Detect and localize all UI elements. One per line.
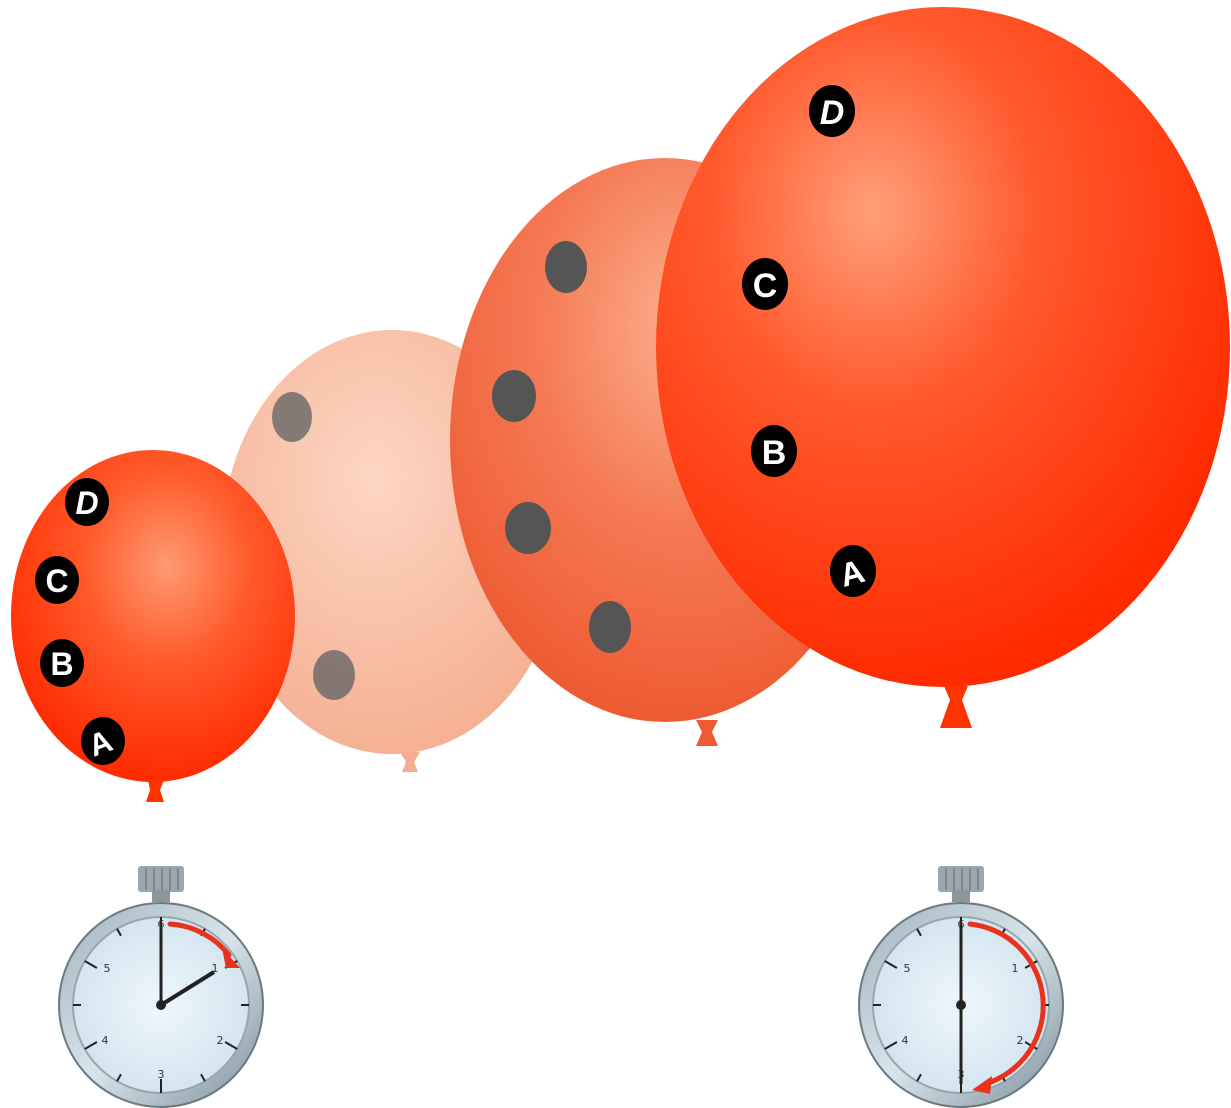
balloon-dot-c: C: [742, 258, 788, 310]
dial-tick: [884, 960, 898, 969]
balloon-dot: [545, 241, 587, 293]
svg-text:6: 6: [958, 918, 965, 931]
dial-tick: [116, 928, 122, 937]
balloon-knot: [696, 720, 718, 746]
stopwatch-start: 6 1 2 3 4 5: [58, 866, 264, 1108]
dial-tick: [116, 1073, 122, 1082]
balloon-dot: [589, 601, 631, 653]
svg-text:D: D: [820, 94, 845, 132]
balloon-dot: [505, 502, 551, 554]
hour-hand: [159, 970, 216, 1007]
svg-text:4: 4: [102, 1034, 109, 1047]
elapsed-arrow-icon: [967, 921, 1046, 1087]
dial-tick: [224, 1041, 238, 1050]
svg-text:D: D: [75, 485, 98, 521]
balloon-dot-d: D: [809, 85, 855, 137]
dial-tick: [84, 1041, 98, 1050]
balloon-dot: [313, 650, 355, 700]
svg-text:6: 6: [158, 918, 165, 931]
balloon-knot: [400, 752, 420, 772]
balloon-dot-a: A: [81, 717, 125, 765]
balloon-knot: [940, 686, 972, 728]
dial-tick: [916, 1073, 922, 1082]
svg-text:5: 5: [104, 962, 111, 975]
dial-tick: [84, 960, 98, 969]
dial-tick: [884, 1041, 898, 1050]
elapsed-arrow-icon: [167, 921, 232, 958]
arrow-head: [972, 1076, 992, 1094]
svg-text:B: B: [50, 646, 73, 682]
balloon-dot-a: A: [830, 545, 876, 597]
svg-text:5: 5: [904, 962, 911, 975]
svg-text:C: C: [753, 267, 778, 305]
svg-text:C: C: [45, 563, 68, 599]
svg-text:2: 2: [217, 1034, 224, 1047]
balloon-small: D C B A: [11, 450, 295, 802]
balloon-knot: [146, 780, 164, 802]
balloon-dot: [272, 392, 312, 442]
balloon-dot-d: D: [65, 478, 109, 526]
dial-tick: [200, 1073, 206, 1082]
balloon-dot-b: B: [751, 425, 797, 477]
svg-text:1: 1: [1012, 962, 1019, 975]
svg-text:B: B: [762, 434, 787, 472]
balloon-dot-b: B: [40, 639, 84, 687]
balloon-large: D C B A: [656, 7, 1230, 728]
dial-tick: [916, 928, 922, 937]
svg-text:3: 3: [158, 1068, 165, 1081]
balloon-dot-c: C: [35, 556, 79, 604]
arrow-head: [222, 948, 240, 968]
svg-text:2: 2: [1017, 1034, 1024, 1047]
stopwatch-end: 6 1 2 3 4 5: [858, 866, 1064, 1108]
balloon-dot: [492, 370, 536, 422]
svg-text:1: 1: [212, 962, 219, 975]
svg-text:4: 4: [902, 1034, 909, 1047]
